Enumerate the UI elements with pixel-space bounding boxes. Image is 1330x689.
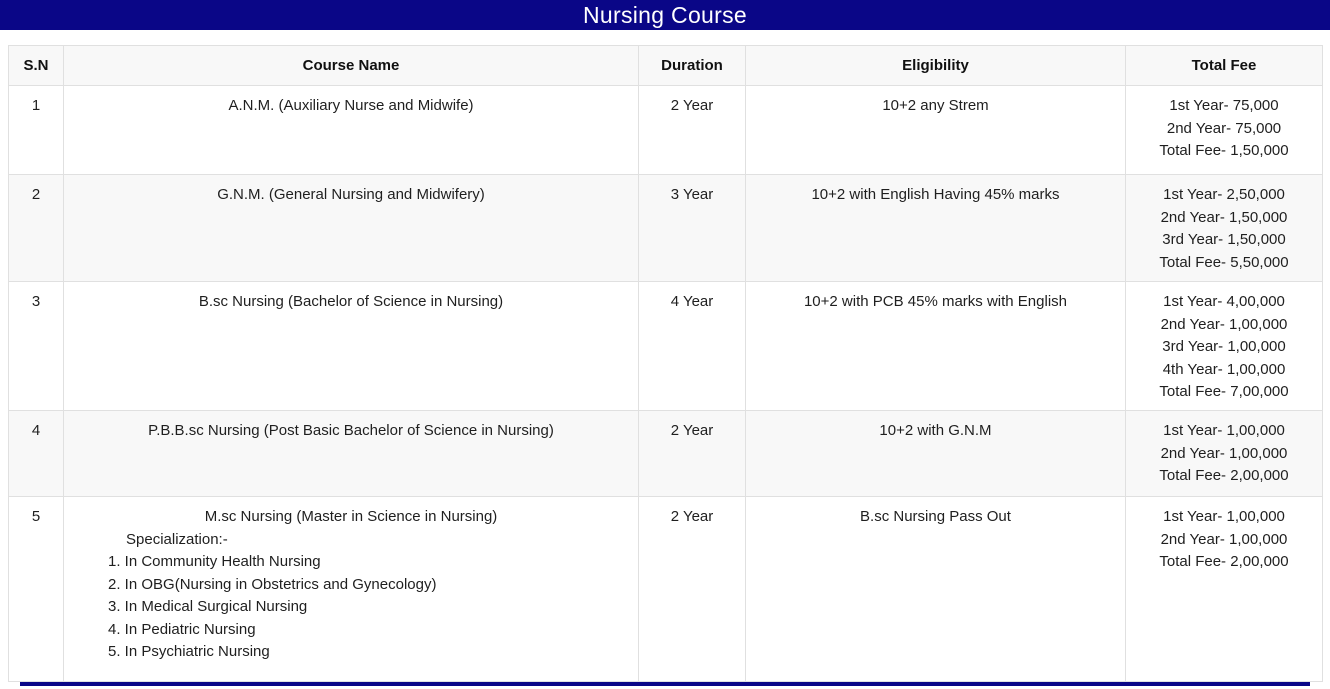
course-name-cell: M.sc Nursing (Master in Science in Nursi… — [63, 496, 639, 682]
table-row: 1 A.N.M. (Auxiliary Nurse and Midwife) 2 Y… — [8, 85, 1323, 175]
total-fee-cell: 1st Year- 75,000 2nd Year- 75,000 Total Fe… — [1125, 85, 1323, 175]
sn-cell: 2 — [8, 174, 64, 282]
specialization-item: 1. In Community Health Nursing — [108, 553, 321, 570]
sn-value: 5 — [31, 508, 41, 525]
fee-line: 1st Year- 1,00,000 — [1163, 422, 1285, 439]
fee-line: Total Fee- 7,00,000 — [1159, 383, 1289, 400]
duration-cell: 3 Year — [638, 174, 746, 282]
course-name: P.B.B.sc Nursing (Post Basic Bachelor of… — [148, 422, 554, 439]
course-name: A.N.M. (Auxiliary Nurse and Midwife) — [228, 97, 474, 114]
specialization-item: 4. In Pediatric Nursing — [108, 620, 256, 638]
eligibility-value: 10+2 with PCB 45% marks with English — [803, 293, 1068, 310]
course-name: G.N.M. (General Nursing and Midwifery) — [217, 186, 485, 203]
course-name: B.sc Nursing (Bachelor of Science in Nur… — [198, 293, 504, 310]
header-duration: Duration — [638, 45, 746, 86]
duration-value: 2 Year — [670, 97, 714, 114]
course-table-container: S.N Course Name Duration Eligibility Tot… — [8, 45, 1323, 682]
fee-line: 2nd Year- 1,00,000 — [1160, 444, 1288, 462]
duration-value: 2 Year — [670, 422, 714, 439]
course-name-cell: G.N.M. (General Nursing and Midwifery) — [63, 174, 639, 282]
course-name-cell: A.N.M. (Auxiliary Nurse and Midwife) — [63, 85, 639, 175]
page-title-bar: Nursing Course — [0, 0, 1330, 30]
fee-line: Total Fee- 1,50,000 — [1159, 142, 1289, 159]
course-name-cell: P.B.B.sc Nursing (Post Basic Bachelor of… — [63, 410, 639, 497]
duration-cell: 4 Year — [638, 281, 746, 411]
fee-line: 2nd Year- 75,000 — [1166, 119, 1282, 137]
fee-line: Total Fee- 2,00,000 — [1159, 553, 1289, 570]
course-name-cell: B.sc Nursing (Bachelor of Science in Nur… — [63, 281, 639, 411]
duration-value: 2 Year — [670, 508, 714, 525]
fee-line: 1st Year- 4,00,000 — [1163, 293, 1285, 310]
total-fee-cell: 1st Year- 2,50,000 2nd Year- 1,50,000 3rd … — [1125, 174, 1323, 282]
eligibility-cell: 10+2 with English Having 45% marks — [745, 174, 1126, 282]
eligibility-cell: B.sc Nursing Pass Out — [745, 496, 1126, 682]
sn-cell: 3 — [8, 281, 64, 411]
bottom-divider-bar — [20, 682, 1310, 686]
sn-value: 4 — [31, 422, 41, 439]
sn-cell: 5 — [8, 496, 64, 682]
table-row: 3 B.sc Nursing (Bachelor of Science in Nu… — [8, 281, 1323, 411]
sn-value: 3 — [31, 293, 41, 310]
sn-cell: 4 — [8, 410, 64, 497]
sn-value: 1 — [31, 97, 41, 114]
duration-cell: 2 Year — [638, 410, 746, 497]
course-name: M.sc Nursing (Master in Science in Nursi… — [204, 508, 498, 525]
eligibility-value: 10+2 any Strem — [882, 97, 989, 114]
total-fee-cell: 1st Year- 4,00,000 2nd Year- 1,00,000 3rd … — [1125, 281, 1323, 411]
fee-line: 3rd Year- 1,00,000 — [1162, 338, 1286, 355]
eligibility-value: 10+2 with English Having 45% marks — [811, 186, 1060, 203]
eligibility-cell: 10+2 with G.N.M — [745, 410, 1126, 497]
specialization-item: 2. In OBG(Nursing in Obstetrics and Gyne… — [108, 575, 437, 593]
duration-cell: 2 Year — [638, 85, 746, 175]
eligibility-value: B.sc Nursing Pass Out — [860, 508, 1011, 525]
fee-line: 2nd Year- 1,00,000 — [1160, 530, 1288, 548]
fee-line: 1st Year- 1,00,000 — [1163, 508, 1285, 525]
fee-line: 2nd Year- 1,00,000 — [1160, 315, 1288, 333]
duration-value: 4 Year — [670, 293, 714, 310]
eligibility-cell: 10+2 with PCB 45% marks with English — [745, 281, 1126, 411]
sn-value: 2 — [31, 186, 41, 203]
eligibility-value: 10+2 with G.N.M — [879, 422, 992, 439]
fee-line: 2nd Year- 1,50,000 — [1160, 208, 1288, 226]
duration-value: 3 Year — [670, 186, 714, 203]
header-eligibility: Eligibility — [745, 45, 1126, 86]
fee-line: Total Fee- 5,50,000 — [1159, 253, 1289, 271]
eligibility-cell: 10+2 any Strem — [745, 85, 1126, 175]
fee-line: Total Fee- 2,00,000 — [1159, 467, 1289, 484]
specialization-label: Specialization:- — [126, 530, 228, 548]
specialization-item: 5. In Psychiatric Nursing — [108, 643, 270, 660]
page-title: Nursing Course — [583, 2, 747, 28]
specialization-item: 3. In Medical Surgical Nursing — [108, 598, 308, 615]
fee-line: 4th Year- 1,00,000 — [1162, 360, 1286, 378]
table-row: 4 P.B.B.sc Nursing (Post Basic Bachelor o… — [8, 410, 1323, 497]
header-course-name: Course Name — [63, 45, 639, 86]
course-table: S.N Course Name Duration Eligibility Tot… — [8, 45, 1323, 682]
fee-line: 1st Year- 75,000 — [1169, 97, 1279, 114]
fee-line: 1st Year- 2,50,000 — [1163, 186, 1285, 203]
sn-cell: 1 — [8, 85, 64, 175]
header-total-fee: Total Fee — [1125, 45, 1323, 86]
fee-line: 3rd Year- 1,50,000 — [1162, 231, 1286, 248]
duration-cell: 2 Year — [638, 496, 746, 682]
total-fee-cell: 1st Year- 1,00,000 2nd Year- 1,00,000 Tota… — [1125, 496, 1323, 682]
table-row: 2 G.N.M. (General Nursing and Midwifery) 3… — [8, 174, 1323, 282]
total-fee-cell: 1st Year- 1,00,000 2nd Year- 1,00,000 Tota… — [1125, 410, 1323, 497]
header-sn: S.N — [8, 45, 64, 86]
table-row: 5 M.sc Nursing (Master in Science in Nurs… — [8, 496, 1323, 682]
table-header-row: S.N Course Name Duration Eligibility Tot… — [8, 45, 1323, 86]
table-body: 1 A.N.M. (Auxiliary Nurse and Midwife) 2 Y… — [8, 85, 1323, 682]
